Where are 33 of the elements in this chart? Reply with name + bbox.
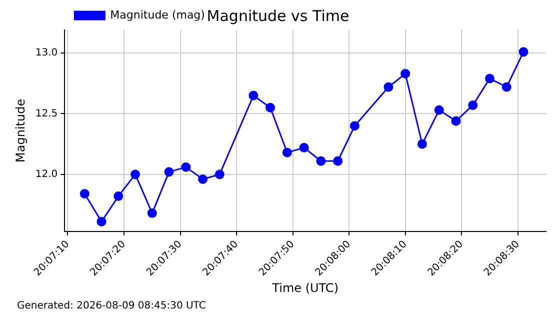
- point: [164, 167, 174, 177]
- point: [198, 174, 208, 184]
- point: [248, 90, 258, 100]
- point: [384, 82, 394, 92]
- chart-title: Magnitude vs Time: [206, 6, 350, 25]
- point: [214, 170, 224, 180]
- point: [417, 139, 427, 149]
- point: [350, 121, 360, 131]
- y-tick-label: 13.0: [35, 48, 58, 59]
- y-tick-label: 12.5: [35, 108, 58, 120]
- legend-label: Magnitude (mag): [110, 8, 205, 22]
- point: [130, 170, 140, 180]
- y-axis-title: Magnitude: [13, 98, 28, 162]
- point: [299, 142, 309, 152]
- point: [451, 116, 461, 126]
- point: [96, 216, 106, 226]
- point: [80, 189, 90, 199]
- point: [518, 47, 528, 57]
- x-axis-title: Time (UTC): [271, 280, 339, 295]
- y-tick-label: 12.0: [35, 168, 58, 180]
- point: [333, 156, 343, 166]
- point: [282, 148, 292, 158]
- point: [147, 208, 157, 218]
- text: Generated: 2026-08-09 08:45:30 UTC: [17, 300, 206, 312]
- point: [266, 102, 276, 112]
- point: [181, 162, 191, 172]
- point: [316, 156, 326, 166]
- point: [114, 191, 124, 201]
- point: [502, 82, 512, 92]
- point: [484, 74, 494, 84]
- point: [434, 105, 444, 115]
- point: [468, 100, 478, 110]
- point: [400, 68, 410, 78]
